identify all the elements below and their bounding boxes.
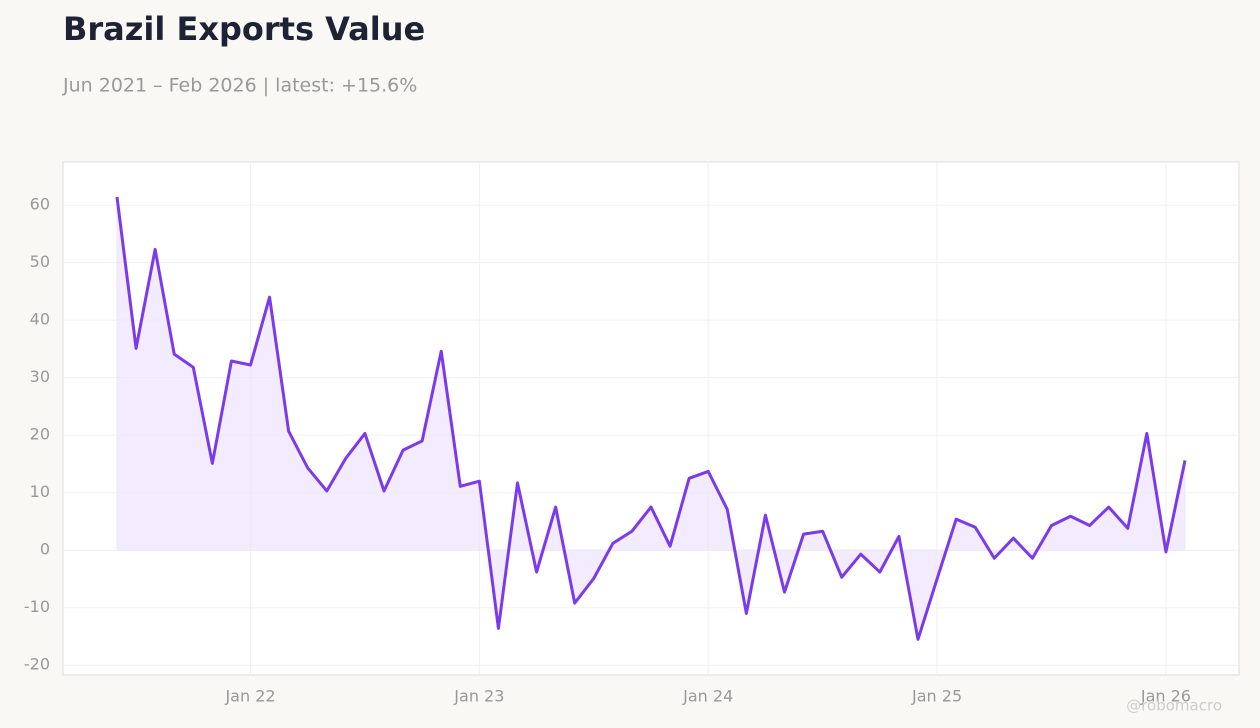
line [115, 196, 1187, 641]
y-tick-label: -10 [24, 597, 50, 616]
y-tick-label: 0 [40, 540, 50, 559]
y-tick-label: 50 [30, 252, 50, 271]
y-tick-label: 60 [30, 195, 50, 214]
x-tick-label: Jan 22 [224, 687, 275, 706]
y-tick-label: 20 [30, 425, 50, 444]
chart-title: Brazil Exports Value [63, 10, 425, 48]
y-tick-label: -20 [24, 655, 50, 674]
x-tick-label: Jan 26 [1140, 687, 1191, 706]
x-tick-label: Jan 23 [453, 687, 504, 706]
y-tick-label: 10 [30, 482, 50, 501]
y-tick-label: 40 [30, 310, 50, 329]
x-tick-label: Jan 25 [911, 687, 962, 706]
y-tick-label: 30 [30, 367, 50, 386]
watermark: @robomacro [1126, 697, 1222, 715]
x-tick-label: Jan 24 [682, 687, 733, 706]
chart-subtitle: Jun 2021 – Feb 2026 | latest: +15.6% [62, 75, 417, 97]
